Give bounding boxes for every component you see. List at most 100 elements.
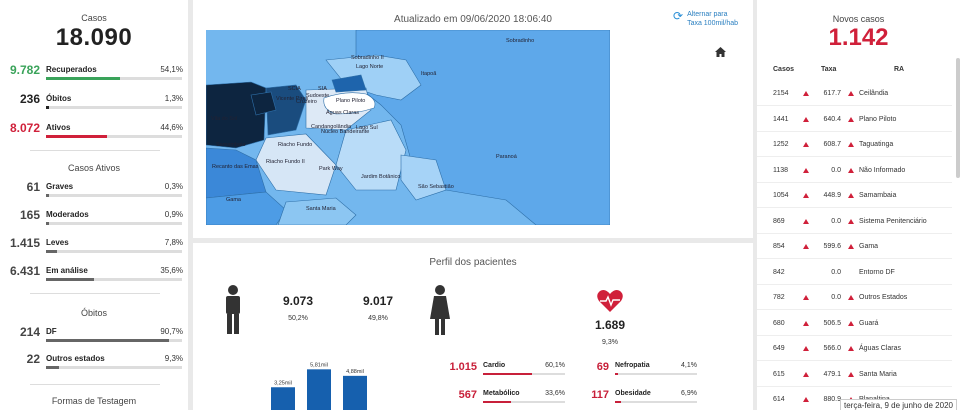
table-row[interactable]: 1138 0.0 Não Informado — [757, 159, 952, 183]
table-row[interactable]: 680 506.5 Guará — [757, 312, 952, 336]
table-row[interactable]: 782 0.0 Outros Estados — [757, 286, 952, 310]
map-label: Sobradinho — [506, 38, 534, 44]
novos-total: 1.142 — [828, 24, 889, 51]
trend-up-icon — [848, 167, 854, 173]
map-label: Vila do Sol — [211, 116, 237, 122]
updated-text: Atualizado em 09/06/2020 18:06:40 — [394, 14, 552, 25]
footer-date: terça-feira, 9 de junho de 2020 — [840, 399, 957, 410]
trend-up-icon — [803, 116, 809, 122]
progress-fill — [46, 222, 49, 225]
trend-up-icon — [803, 371, 809, 377]
stat-row: 22 Outros estados 9,3% — [0, 352, 188, 374]
divider — [30, 293, 160, 294]
stat-percent: 1,3% — [164, 94, 183, 103]
male-count: 9.073 — [282, 294, 314, 308]
age-bar[interactable] — [343, 375, 367, 410]
map-label: Sudoeste — [306, 93, 329, 99]
left-stats-panel: Casos 18.090 9.782 Recuperados 54,1% 236 Óbi… — [0, 0, 188, 410]
region-samambaia[interactable] — [206, 147, 267, 199]
testagem-title: Formas de Testagem — [51, 396, 137, 406]
trend-up-icon — [848, 346, 854, 351]
toggle-rate-button[interactable]: ⟳ Alternar para Taxa 100mil/hab — [673, 10, 738, 28]
scrollbar[interactable] — [956, 58, 960, 178]
stat-number: 214 — [19, 325, 40, 339]
progress-fill — [46, 278, 95, 281]
cell-casos: 854 — [773, 243, 785, 250]
cell-casos: 782 — [773, 294, 785, 301]
obitos-title: Óbitos — [80, 308, 107, 318]
map-label: Sobradinho II — [351, 55, 384, 61]
comorbidity-percent: 60,1% — [545, 362, 565, 369]
trend-up-icon — [803, 167, 809, 173]
cell-taxa: 0.0 — [831, 166, 841, 174]
home-icon[interactable] — [715, 44, 726, 62]
stat-percent: 7,8% — [164, 238, 183, 247]
comorbidity-count: 117 — [591, 389, 609, 401]
stat-percent: 35,6% — [160, 266, 183, 275]
trend-up-icon — [848, 295, 854, 300]
region-santa-maria[interactable] — [277, 197, 357, 225]
cell-casos: 2154 — [773, 90, 789, 97]
region-vila-do-sol[interactable] — [250, 91, 277, 116]
comorbidity-label: Metabólico — [483, 390, 520, 397]
trend-up-icon — [803, 91, 809, 96]
age-bar[interactable] — [307, 369, 331, 410]
new-cases-panel: Novos casos 1.142 Casos Taxa RA 2154 617.… — [757, 0, 960, 410]
profile-title: Perfil dos pacientes — [429, 257, 517, 268]
choropleth-map[interactable]: Sobradinho Sobradinho II Lago Norte Itapoã S… — [206, 30, 610, 225]
progress-fill — [46, 366, 59, 369]
table-row[interactable]: 842 0.0 Entorno DF — [757, 261, 952, 285]
stat-label: Recuperados — [46, 65, 97, 74]
trend-up-icon — [848, 320, 854, 326]
table-row[interactable]: 2154 617.7 Ceilândia — [757, 82, 952, 106]
cell-ra: Samambaia — [859, 192, 897, 199]
col-header-taxa[interactable]: Taxa — [821, 66, 837, 73]
stat-percent: 54,1% — [160, 65, 183, 74]
col-header-ra[interactable]: RA — [894, 66, 905, 73]
progress-track — [46, 194, 182, 197]
table-row[interactable]: 1441 640.4 Plano Piloto — [757, 108, 952, 132]
stat-label: DF — [46, 327, 57, 336]
trend-up-icon — [803, 142, 809, 147]
trend-up-icon — [848, 371, 854, 377]
cell-taxa: 448.9 — [823, 192, 841, 199]
map-label: Núcleo Bandeirante — [321, 129, 369, 135]
stat-number: 61 — [26, 180, 40, 194]
stat-label: Óbitos — [46, 94, 72, 103]
table-row[interactable]: 1252 608.7 Taguatinga — [757, 133, 952, 157]
age-bar[interactable] — [271, 387, 295, 410]
table-row[interactable]: 869 0.0 Sistema Penitenciário — [757, 210, 952, 234]
trend-up-icon — [803, 295, 809, 300]
stat-label: Em análise — [46, 266, 88, 275]
region-sao-sebastiao[interactable] — [400, 154, 447, 201]
table-row[interactable]: 1054 448.9 Samambaia — [757, 184, 952, 208]
divider — [30, 150, 160, 151]
cell-taxa: 0.0 — [831, 294, 841, 301]
region-taguatinga[interactable] — [265, 84, 307, 136]
cell-taxa: 0.0 — [831, 217, 841, 225]
table-row[interactable]: 615 479.1 Santa Maria — [757, 363, 952, 387]
comorb-pct: 9,3% — [602, 339, 618, 346]
age-bar-label: 3,25mil — [274, 380, 292, 386]
cell-casos: 615 — [773, 370, 785, 378]
region-sobradinho[interactable] — [331, 74, 367, 93]
cell-casos: 869 — [773, 217, 785, 225]
table-row[interactable]: 854 599.6 Gama — [757, 235, 952, 259]
stat-row: 165 Moderados 0,9% — [0, 208, 188, 230]
stat-row: 8.072 Ativos 44,6% — [0, 121, 188, 143]
stat-number: 6.431 — [9, 264, 40, 278]
cell-ra: Gama — [859, 243, 879, 250]
cell-ra: Taguatinga — [859, 141, 894, 148]
map-label: Riacho Fundo II — [266, 159, 305, 165]
progress-track — [46, 77, 182, 80]
cell-casos: 680 — [773, 319, 785, 327]
progress-track — [46, 106, 182, 109]
cell-ra: Plano Piloto — [859, 115, 897, 123]
cell-taxa: 566.0 — [823, 345, 841, 352]
col-header-casos[interactable]: Casos — [773, 66, 795, 73]
map-label: Cruzeiro — [296, 99, 317, 105]
region-ceilandia[interactable] — [206, 81, 267, 149]
table-row[interactable]: 649 566.0 Águas Claras — [757, 337, 952, 361]
female-pct: 49,8% — [368, 315, 388, 322]
age-bar-label: 5,81mil — [310, 362, 328, 368]
